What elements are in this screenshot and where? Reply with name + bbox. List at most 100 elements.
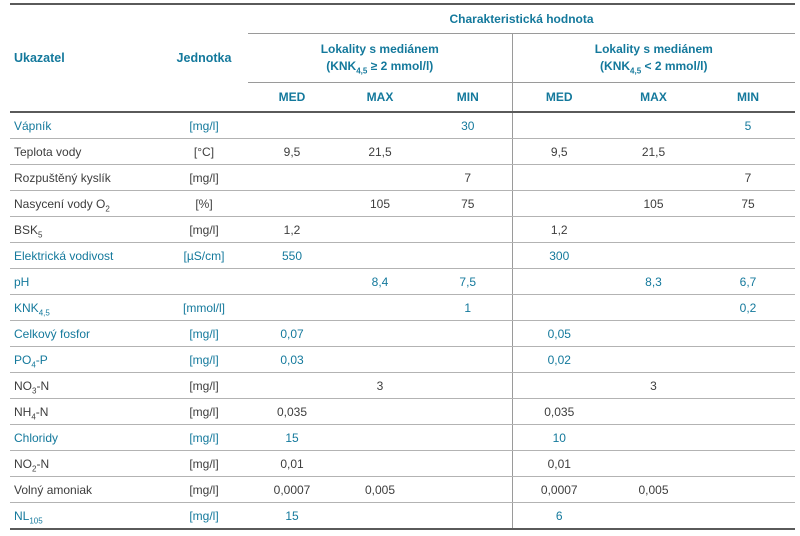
indicator-cell: Elektrická vodivost [10, 242, 160, 269]
value-cell: 5 [701, 112, 796, 139]
indicator-cell: NH4-N [10, 398, 160, 425]
table-row: NO3-N [mg/l] 3 3 [10, 372, 796, 399]
indicator-cell: Celkový fosfor [10, 320, 160, 347]
value-cell [701, 398, 796, 425]
group1-line2-post: ≥ 2 mmol/l) [367, 59, 434, 73]
value-cell [336, 216, 424, 243]
value-cell: 0,035 [248, 398, 336, 425]
indicator-cell: Chloridy [10, 424, 160, 451]
value-cell: 0,05 [511, 320, 606, 347]
value-cell [606, 294, 701, 321]
unit-cell: [mg/l] [160, 476, 248, 503]
value-cell [424, 372, 512, 399]
value-cell [248, 190, 336, 217]
value-cell [336, 164, 424, 191]
subheader-min-1: MIN [424, 82, 512, 113]
value-cell: 7 [701, 164, 796, 191]
value-cell [424, 320, 512, 347]
unit-cell: [mg/l] [160, 112, 248, 139]
value-cell: 21,5 [336, 138, 424, 165]
value-cell: 21,5 [606, 138, 701, 165]
value-cell [606, 112, 701, 139]
value-cell: 0,01 [511, 450, 606, 477]
value-cell [424, 398, 512, 425]
value-cell: 105 [336, 190, 424, 217]
subheader-max-1: MAX [336, 82, 424, 113]
unit-cell: [mg/l] [160, 398, 248, 425]
value-cell [336, 294, 424, 321]
unit-cell: [mg/l] [160, 502, 248, 530]
value-cell: 0,0007 [248, 476, 336, 503]
table-header: Ukazatel Jednotka Charakteristická hodno… [10, 3, 796, 113]
indicator-cell: Teplota vody [10, 138, 160, 165]
value-cell: 9,5 [248, 138, 336, 165]
value-cell: 0,2 [701, 294, 796, 321]
group-header-2: Lokality s mediánem (KNK4,5 < 2 mmol/l) [511, 33, 796, 83]
indicator-cell: NO3-N [10, 372, 160, 399]
value-cell [606, 398, 701, 425]
group2-line1: Lokality s mediánem [594, 41, 713, 56]
value-cell: 15 [248, 424, 336, 451]
indicator-cell: Volný amoniak [10, 476, 160, 503]
column-header-jednotka: Jednotka [160, 3, 248, 113]
value-cell [511, 268, 606, 295]
value-cell [701, 346, 796, 373]
indicator-cell: BSK5 [10, 216, 160, 243]
value-cell [336, 502, 424, 530]
indicator-cell: NL105 [10, 502, 160, 530]
value-cell [424, 346, 512, 373]
value-cell: 0,005 [606, 476, 701, 503]
value-cell [511, 164, 606, 191]
value-cell [248, 112, 336, 139]
value-cell: 300 [511, 242, 606, 269]
value-cell [511, 190, 606, 217]
value-cell [248, 372, 336, 399]
value-cell: 0,01 [248, 450, 336, 477]
table-row: Vápník [mg/l] 30 5 [10, 112, 796, 139]
value-cell: 15 [248, 502, 336, 530]
unit-cell: [mmol/l] [160, 294, 248, 321]
value-cell [606, 424, 701, 451]
value-cell [336, 398, 424, 425]
indicator-cell: Vápník [10, 112, 160, 139]
value-cell [511, 294, 606, 321]
group1-line1: Lokality s mediánem [320, 41, 439, 56]
table-row: Volný amoniak [mg/l] 0,0007 0,005 0,0007 0,00… [10, 476, 796, 503]
value-cell [606, 450, 701, 477]
value-cell [701, 216, 796, 243]
table-row: NL105 [mg/l] 15 6 [10, 502, 796, 530]
table-body: Vápník [mg/l] 30 5 Teplota vody [°C] 9,5 21,5 9,… [10, 112, 796, 530]
value-cell: 7,5 [424, 268, 512, 295]
unit-cell: [mg/l] [160, 450, 248, 477]
value-cell: 8,3 [606, 268, 701, 295]
value-cell [424, 502, 512, 530]
value-cell [424, 216, 512, 243]
value-cell: 105 [606, 190, 701, 217]
indicator-cell: Rozpuštěný kyslík [10, 164, 160, 191]
value-cell: 1,2 [248, 216, 336, 243]
value-cell [606, 216, 701, 243]
value-cell: 0,0007 [511, 476, 606, 503]
table-row: Celkový fosfor [mg/l] 0,07 0,05 [10, 320, 796, 347]
unit-cell: [µS/cm] [160, 242, 248, 269]
value-cell: 7 [424, 164, 512, 191]
value-cell [606, 320, 701, 347]
indicator-cell: Nasycení vody O2 [10, 190, 160, 217]
value-cell [701, 476, 796, 503]
table-row: PO4-P [mg/l] 0,03 0,02 [10, 346, 796, 373]
table-row: NO2-N [mg/l] 0,01 0,01 [10, 450, 796, 477]
value-cell [336, 424, 424, 451]
value-cell [701, 138, 796, 165]
value-cell: 6,7 [701, 268, 796, 295]
value-cell [701, 372, 796, 399]
unit-cell: [mg/l] [160, 164, 248, 191]
value-cell [606, 502, 701, 530]
value-cell [701, 242, 796, 269]
value-cell [606, 346, 701, 373]
value-cell [336, 346, 424, 373]
value-cell [606, 164, 701, 191]
value-cell [424, 242, 512, 269]
unit-cell: [mg/l] [160, 346, 248, 373]
column-header-ukazatel: Ukazatel [10, 3, 160, 113]
value-cell: 10 [511, 424, 606, 451]
